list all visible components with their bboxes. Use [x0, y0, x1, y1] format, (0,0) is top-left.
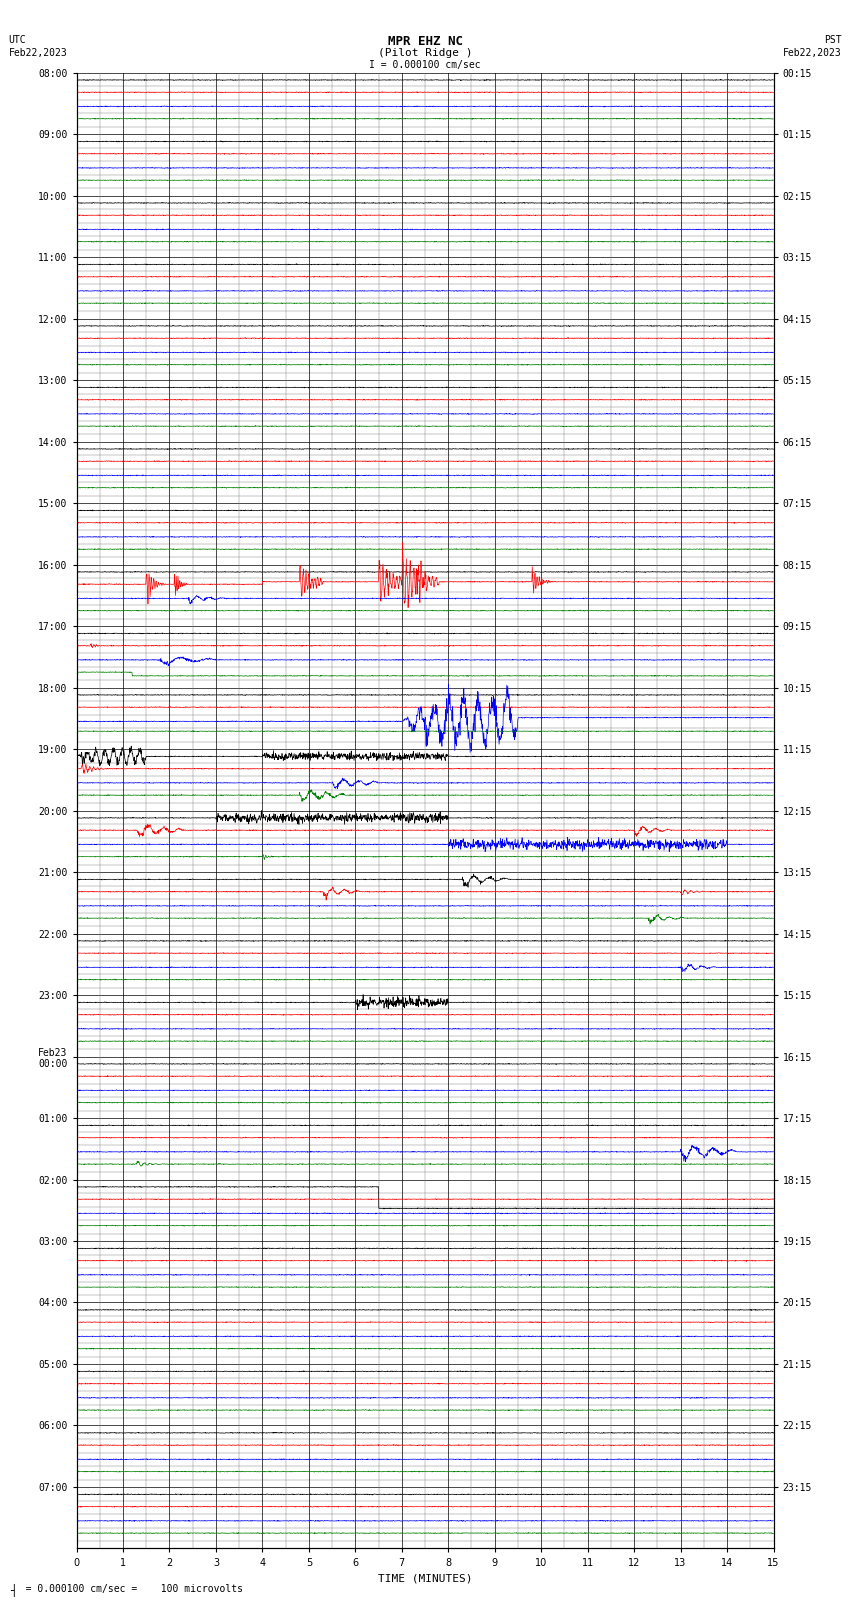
Text: = 0.000100 cm/sec =    100 microvolts: = 0.000100 cm/sec = 100 microvolts — [8, 1584, 243, 1594]
X-axis label: TIME (MINUTES): TIME (MINUTES) — [377, 1573, 473, 1582]
Text: UTC: UTC — [8, 35, 26, 45]
Text: I = 0.000100 cm/sec: I = 0.000100 cm/sec — [369, 60, 481, 69]
Text: MPR EHZ NC: MPR EHZ NC — [388, 35, 462, 48]
Text: (Pilot Ridge ): (Pilot Ridge ) — [377, 47, 473, 58]
Text: ┤: ┤ — [10, 1584, 17, 1597]
Text: Feb22,2023: Feb22,2023 — [8, 47, 67, 58]
Text: PST: PST — [824, 35, 842, 45]
Text: Feb22,2023: Feb22,2023 — [783, 47, 842, 58]
